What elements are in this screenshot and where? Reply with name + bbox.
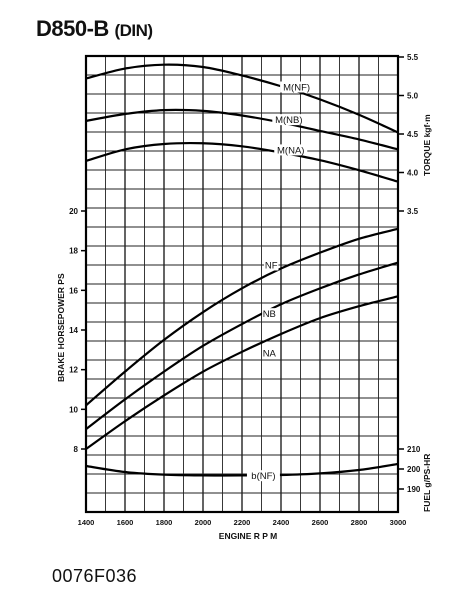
chart-title: D850-B (DIN) (36, 16, 153, 42)
series-label-b-nf: b(NF) (251, 471, 275, 482)
x-tick-label: 2000 (195, 518, 212, 527)
series-label-nf: NF (265, 260, 278, 271)
series-label-bg (262, 347, 277, 359)
power-tick-label: 14 (69, 326, 78, 335)
x-axis-label: ENGINE R P M (219, 531, 277, 541)
power-axis-label: BRAKE HORSEPOWER PS (56, 273, 66, 382)
torque-tick-label: 4.0 (407, 169, 419, 178)
series-line-nf (85, 227, 399, 407)
series-line-m-nf (85, 63, 399, 134)
x-tick-label: 1400 (78, 518, 95, 527)
torque-tick-label: 4.5 (407, 130, 419, 139)
fuel-tick-label: 200 (407, 465, 421, 474)
plot-frame (84, 54, 400, 514)
power-tick-label: 18 (69, 247, 78, 256)
series-label-na: NA (263, 348, 277, 359)
torque-axis-label: TORQUE kgf·m (422, 114, 432, 176)
torque-tick-label: 3.5 (407, 207, 419, 216)
series-label-bg (262, 308, 277, 320)
fuel-axis-label: FUEL g/PS-HR (422, 454, 432, 512)
series-line-m-nb (85, 108, 399, 151)
fuel-tick-label: 190 (407, 485, 421, 494)
x-tick-label: 2800 (351, 518, 368, 527)
title-model: D850-B (36, 16, 109, 41)
power-tick-label: 16 (69, 286, 78, 295)
series-label-m-nf: M(NF) (283, 82, 310, 93)
figure-code: 0076F036 (52, 566, 138, 586)
series-line-nb (85, 261, 399, 431)
x-tick-label: 1800 (156, 518, 173, 527)
series-line-b-nf (85, 462, 399, 477)
x-tick-label: 2600 (312, 518, 329, 527)
torque-tick-label: 5.0 (407, 92, 419, 101)
series-label-bg (246, 470, 280, 482)
torque-tick-label: 5.5 (407, 53, 419, 62)
series-label-bg (272, 114, 306, 126)
series-label-bg (264, 259, 279, 271)
x-tick-label: 2200 (234, 518, 251, 527)
x-tick-label: 2400 (273, 518, 290, 527)
power-tick-label: 20 (69, 207, 78, 216)
series-line-na (85, 295, 399, 450)
power-tick-label: 12 (69, 366, 78, 375)
title-suffix: (DIN) (114, 21, 153, 40)
power-tick-label: 10 (69, 405, 78, 414)
series-line-m-na (85, 141, 399, 183)
series-label-nb: NB (263, 309, 276, 320)
series-label-m-nb: M(NB) (275, 115, 302, 126)
fuel-tick-label: 210 (407, 445, 421, 454)
x-tick-label: 1600 (117, 518, 134, 527)
series-label-bg (280, 81, 314, 93)
x-tick-label: 3000 (390, 518, 407, 527)
grid (85, 55, 399, 513)
series-label-bg (274, 144, 308, 156)
power-tick-label: 8 (74, 445, 79, 454)
series-label-m-na: M(NA) (277, 145, 304, 156)
